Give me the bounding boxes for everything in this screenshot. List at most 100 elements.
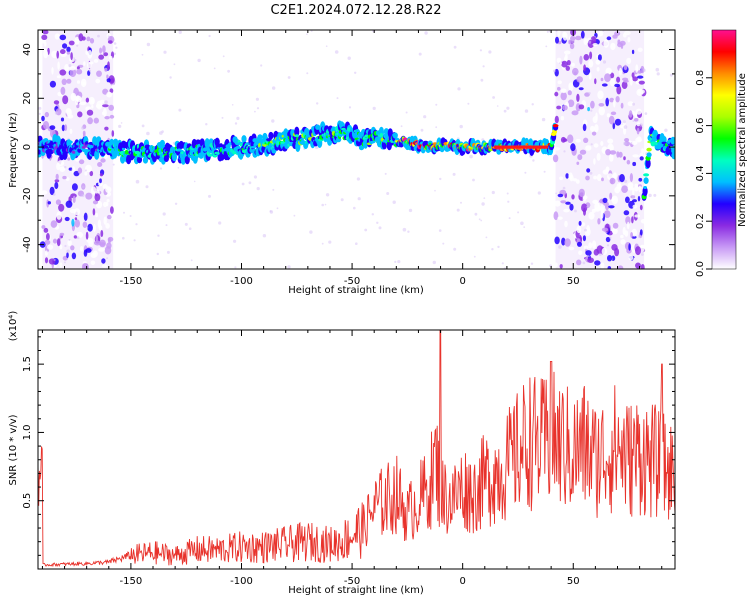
noise-blob xyxy=(95,103,101,109)
noise-speck xyxy=(193,180,196,183)
noise-blob xyxy=(588,72,592,80)
ridge-halo xyxy=(268,131,274,140)
noise-blob xyxy=(62,43,68,49)
noise-blob xyxy=(596,245,604,255)
noise-blob xyxy=(614,83,621,88)
noise-blob xyxy=(641,148,645,154)
noise-blob xyxy=(102,104,109,108)
noise-speck xyxy=(408,208,413,213)
noise-blob xyxy=(109,55,113,60)
noise-speck xyxy=(553,69,556,73)
noise-blob xyxy=(619,174,625,183)
spectrogram-y-label: Frequency (Hz) xyxy=(8,112,19,188)
noise-blob xyxy=(66,51,71,55)
noise-speck xyxy=(306,72,309,75)
noise-blob xyxy=(54,179,60,183)
noise-blob xyxy=(560,91,567,101)
ridge-halo xyxy=(159,139,165,147)
noise-speck xyxy=(262,234,267,238)
noise-speck xyxy=(38,112,41,115)
noise-blob xyxy=(569,203,574,211)
noise-blob xyxy=(619,67,622,76)
noise-blob xyxy=(87,223,93,232)
noise-blob xyxy=(579,55,583,65)
noise-speck xyxy=(354,71,357,75)
noise-blob xyxy=(600,204,605,213)
noise-speck xyxy=(582,261,586,265)
noise-blob xyxy=(556,57,562,63)
noise-speck xyxy=(76,44,79,47)
noise-speck xyxy=(442,242,445,245)
ridge-core xyxy=(379,133,384,138)
noise-blob xyxy=(42,30,49,35)
noise-blob xyxy=(578,87,584,91)
ridge-core xyxy=(294,134,299,138)
noise-speck xyxy=(372,106,376,110)
noise-speck xyxy=(638,234,642,239)
noise-blob xyxy=(600,141,604,146)
y-tick-label: -40 xyxy=(22,236,33,252)
noise-blob xyxy=(110,206,114,214)
noise-blob xyxy=(600,77,604,82)
noise-blob xyxy=(576,225,582,234)
noise-blob xyxy=(79,246,84,252)
noise-speck xyxy=(376,221,379,224)
noise-speck xyxy=(112,163,115,166)
noise-speck xyxy=(106,257,108,260)
noise-speck xyxy=(641,253,644,256)
noise-blob xyxy=(616,183,622,190)
noise-blob xyxy=(609,97,615,103)
ridge-halo xyxy=(241,135,247,143)
noise-speck xyxy=(310,30,313,32)
ridge-halo xyxy=(672,151,675,158)
noise-blob xyxy=(632,154,639,158)
noise-blob xyxy=(627,101,634,107)
noise-speck xyxy=(400,125,403,128)
noise-blob xyxy=(77,111,83,118)
noise-speck xyxy=(104,100,108,104)
noise-blob xyxy=(554,236,560,245)
noise-blob xyxy=(576,76,583,83)
noise-blob xyxy=(567,99,575,108)
noise-speck xyxy=(506,192,509,195)
noise-blob xyxy=(621,81,628,89)
noise-blob xyxy=(78,159,85,165)
noise-blob xyxy=(106,78,111,83)
noise-blob xyxy=(95,235,99,242)
noise-speck xyxy=(546,30,549,33)
colorbar-tick-label: 0.0 xyxy=(695,261,706,277)
noise-speck xyxy=(606,244,610,247)
ridge-halo xyxy=(392,132,398,139)
noise-blob xyxy=(76,66,80,70)
noise-blob xyxy=(109,78,114,83)
noise-blob xyxy=(599,200,604,204)
noise-blob xyxy=(101,264,108,268)
noise-speck xyxy=(386,192,390,195)
noise-speck xyxy=(496,105,499,107)
noise-blob xyxy=(61,124,65,132)
noise-blob xyxy=(593,175,598,180)
noise-blob xyxy=(565,201,571,205)
noise-blob xyxy=(596,67,600,72)
noise-blob xyxy=(586,168,591,173)
noise-speck xyxy=(141,53,144,56)
noise-blob xyxy=(87,61,92,69)
noise-speck xyxy=(221,116,224,119)
noise-blob xyxy=(101,258,106,264)
noise-blob xyxy=(59,244,63,250)
noise-speck xyxy=(492,96,495,99)
noise-blob xyxy=(588,242,593,249)
noise-blob xyxy=(59,262,63,268)
noise-speck xyxy=(133,239,136,242)
noise-blob xyxy=(578,104,585,110)
noise-blob xyxy=(100,158,106,163)
noise-blob xyxy=(67,114,74,119)
noise-speck xyxy=(491,248,494,251)
noise-blob xyxy=(620,239,626,245)
noise-speck xyxy=(256,187,260,191)
noise-speck xyxy=(340,198,344,202)
noise-blob xyxy=(577,154,583,161)
noise-blob xyxy=(629,173,634,182)
noise-blob xyxy=(594,260,601,266)
noise-blob xyxy=(591,131,597,136)
